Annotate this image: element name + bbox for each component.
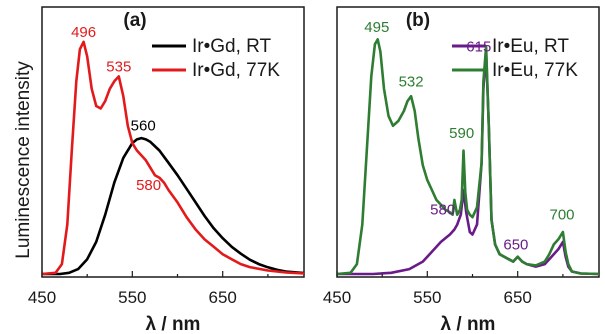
peak-label-580: 580 <box>430 202 455 219</box>
legend-label-ir-gd-77k: Ir•Gd, 77K <box>192 60 280 81</box>
panel-b-frame <box>336 6 600 278</box>
x-tick-label-450: 450 <box>323 288 351 307</box>
y-axis-label: Luminescence intensity <box>13 61 34 259</box>
peak-label-496: 496 <box>71 24 96 41</box>
panel-a-frame <box>41 6 305 278</box>
x-tick-label-650: 650 <box>504 288 532 307</box>
peak-label-590: 590 <box>449 125 474 142</box>
series-line-ir-gd-77k <box>41 40 305 276</box>
panel-a: (a) Ir•Gd, RT Ir•Gd, 77K 496 535 560 580 45… <box>28 6 305 334</box>
panel-a-label: (a) <box>123 10 146 31</box>
x-tick-label-450: 450 <box>28 288 56 307</box>
peak-label-495: 495 <box>364 19 389 36</box>
peak-label-615: 615 <box>466 39 491 56</box>
peak-label-580: 580 <box>136 177 161 194</box>
panel-b-legend: Ir•Eu, RT Ir•Eu, 77K <box>452 36 578 81</box>
panel-b: (b) Ir•Eu, RT Ir•Eu, 77K 495 532 590 615 580… <box>323 6 600 334</box>
series-line-ir-eu-rt <box>337 50 600 276</box>
legend-label-ir-gd-rt: Ir•Gd, RT <box>192 36 272 57</box>
legend-label-ir-eu-rt: Ir•Eu, RT <box>492 36 569 57</box>
panel-a-annotations: 496 535 560 580 <box>71 24 161 194</box>
panel-b-x-axis-label: λ / nm <box>441 314 496 334</box>
peak-label-560: 560 <box>131 118 156 135</box>
peak-label-532: 532 <box>399 73 424 90</box>
peak-label-650: 650 <box>503 236 528 253</box>
panel-a-series <box>41 40 305 276</box>
x-tick-label-550: 550 <box>118 288 146 307</box>
panel-b-label: (b) <box>406 10 430 31</box>
peak-label-700: 700 <box>549 207 574 224</box>
panel-a-legend: Ir•Gd, RT Ir•Gd, 77K <box>152 36 280 81</box>
panel-b-series <box>336 38 600 276</box>
panel-b-x-ticks: 450 550 650 <box>323 271 564 307</box>
panel-b-annotations: 495 532 590 615 580 650 700 <box>364 19 574 253</box>
peak-label-535: 535 <box>106 59 131 76</box>
x-tick-label-550: 550 <box>413 288 441 307</box>
panel-a-x-ticks: 450 550 650 <box>28 271 269 307</box>
legend-label-ir-eu-77k: Ir•Eu, 77K <box>492 60 578 81</box>
panel-a-x-axis-label: λ / nm <box>146 314 201 334</box>
series-line-ir-eu-77k <box>336 38 600 276</box>
series-line-ir-gd-rt <box>42 136 305 276</box>
x-tick-label-650: 650 <box>209 288 237 307</box>
